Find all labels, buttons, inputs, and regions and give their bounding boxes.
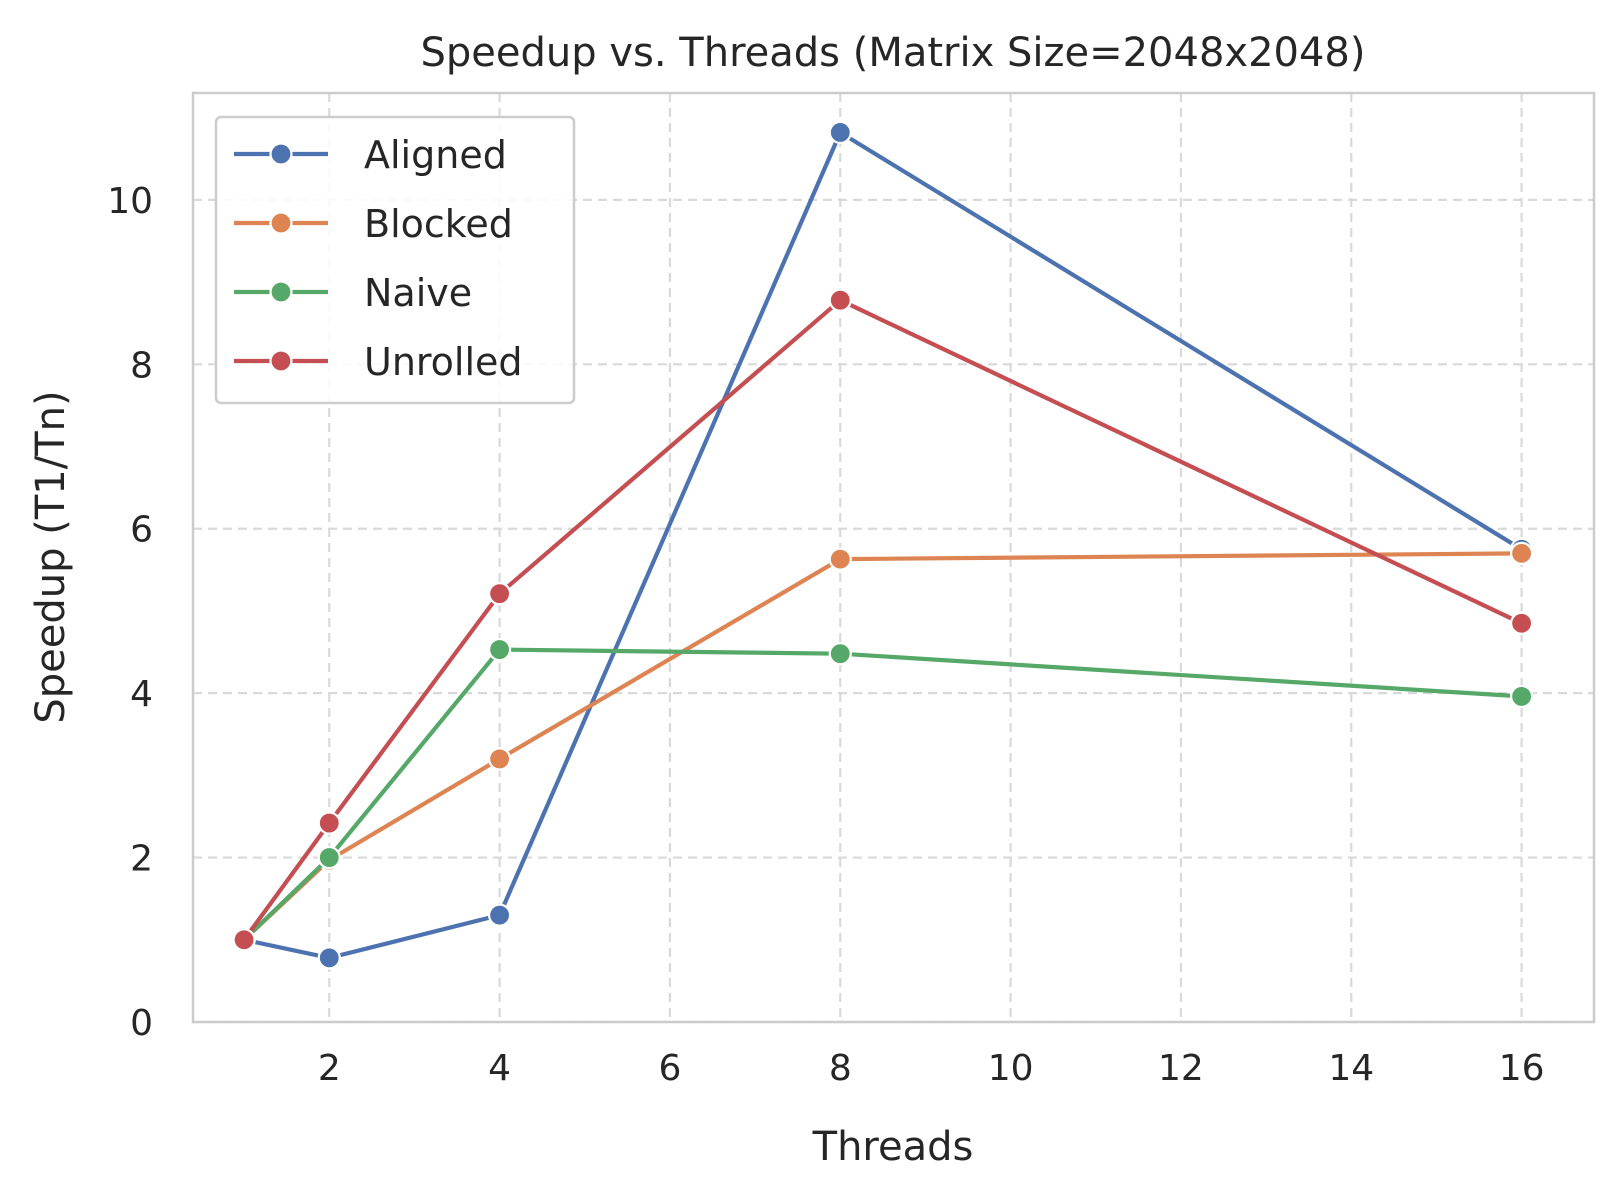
y-tick-label: 4 [130,674,153,715]
legend-box [214,115,576,405]
x-tick-label: 10 [988,1048,1034,1089]
legend-label-unrolled: Unrolled [364,340,523,384]
y-tick-label: 10 [107,181,153,222]
data-point-blocked [828,547,852,571]
data-point-aligned [488,903,512,927]
plot-frame [191,91,1596,1024]
legend: Aligned Blocked Naive Unrolled [214,115,576,405]
data-point-unrolled [828,288,852,312]
data-point-naive [828,642,852,666]
data-point-aligned [828,120,852,145]
x-axis-label: Threads [812,1124,974,1170]
legend-item-naive: Naive [234,271,472,315]
data-point-naive [488,637,512,662]
y-tick-label: 8 [130,345,153,386]
legend-item-blocked: Blocked [234,202,513,246]
data-point-aligned [317,946,341,970]
y-tick-label: 0 [130,1003,153,1044]
legend-item-aligned: Aligned [234,133,507,177]
series-unrolled [232,288,1534,952]
legend-label-aligned: Aligned [364,133,507,177]
data-point-unrolled [317,811,341,835]
x-axis: 2 4 6 8 10 12 14 16 [318,1048,1545,1089]
x-tick-label: 12 [1158,1048,1204,1089]
legend-swatch-marker [269,349,293,373]
data-point-unrolled [232,928,256,952]
legend-label-blocked: Blocked [364,202,513,246]
chart-title: Speedup vs. Threads (Matrix Size=2048x20… [421,30,1366,76]
y-axis: 0 2 4 6 8 10 [107,181,153,1044]
y-tick-label: 2 [130,839,153,880]
x-tick-label: 2 [318,1048,341,1089]
data-point-naive [1510,684,1534,709]
data-point-blocked [1510,541,1534,565]
x-tick-label: 16 [1499,1048,1545,1089]
data-point-unrolled [1510,611,1534,635]
series-layer [232,120,1534,970]
data-point-naive [317,845,341,870]
x-tick-label: 8 [829,1048,852,1089]
legend-swatch-marker [269,142,293,166]
y-axis-label: Speedup (T1/Tn) [28,390,74,723]
legend-swatch-marker [269,280,293,304]
y-tick-label: 6 [130,510,153,551]
legend-label-naive: Naive [364,271,472,315]
x-tick-label: 14 [1328,1048,1374,1089]
x-tick-label: 6 [658,1048,681,1089]
x-tick-label: 4 [488,1048,511,1089]
data-point-unrolled [488,582,512,606]
data-point-blocked [488,747,512,771]
legend-swatch-marker [269,211,293,235]
legend-item-unrolled: Unrolled [234,340,523,384]
